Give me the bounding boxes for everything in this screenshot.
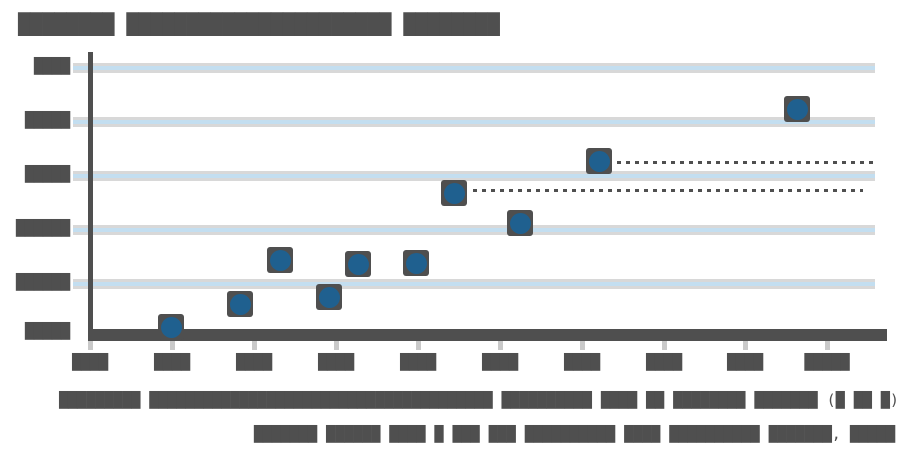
dotted-leader-line: [617, 161, 873, 164]
data-point: [444, 183, 465, 204]
y-tick-label: █████: [24, 111, 70, 129]
x-tick: [170, 341, 175, 350]
x-tick: [498, 341, 503, 350]
x-tick-label: ████: [235, 353, 273, 371]
chart-title: ████████ ██████████████████████ ████████: [18, 12, 500, 36]
x-tick: [416, 341, 421, 350]
data-point: [230, 294, 251, 315]
data-point: [406, 253, 427, 274]
y-tick-label: █████: [24, 165, 70, 183]
data-point: [270, 250, 291, 271]
x-tick-label: ████: [399, 353, 437, 371]
gridline: [73, 228, 875, 232]
x-tick-label: ████: [317, 353, 355, 371]
x-tick: [252, 341, 257, 350]
x-tick: [334, 341, 339, 350]
x-tick-label: ████: [563, 353, 601, 371]
x-tick: [88, 341, 93, 350]
gridline: [73, 120, 875, 124]
x-tick: [825, 341, 830, 350]
x-tick-label: ████: [726, 353, 764, 371]
data-point: [510, 213, 531, 234]
source-caption: ███████ ██████ ████ █ ███ ███ ██████████…: [253, 425, 895, 443]
data-point: [319, 287, 340, 308]
x-axis-title: █████████ ██████████████████████████████…: [59, 391, 899, 409]
y-tick-label: █████: [24, 322, 70, 340]
data-point: [787, 99, 808, 120]
dotted-leader-line: [473, 189, 863, 192]
gridline: [73, 66, 875, 70]
x-tick-label: ████: [71, 353, 109, 371]
x-tick: [743, 341, 748, 350]
data-point: [348, 254, 369, 275]
y-tick-label: ██████: [15, 273, 70, 291]
x-tick-label: ████: [153, 353, 191, 371]
x-tick: [662, 341, 667, 350]
gridline: [73, 282, 875, 286]
x-tick: [580, 341, 585, 350]
y-tick-label: ████: [33, 57, 70, 75]
data-point: [589, 151, 610, 172]
y-tick-label: ██████: [15, 219, 70, 237]
x-axis-line: [88, 329, 887, 341]
y-axis-line: [88, 52, 93, 341]
x-tick-label: ████: [481, 353, 519, 371]
x-tick-label: ████: [645, 353, 683, 371]
gridline: [73, 174, 875, 178]
data-point: [161, 317, 182, 338]
x-tick-label: █████: [804, 353, 850, 371]
